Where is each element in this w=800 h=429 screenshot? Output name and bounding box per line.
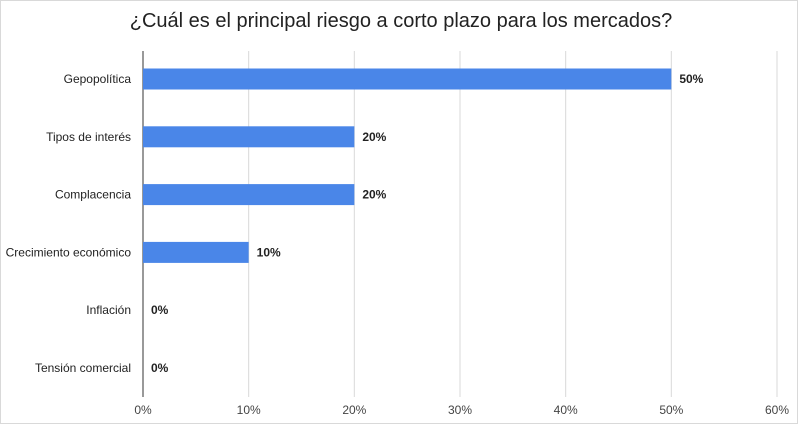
category-label: Tensión comercial [35,361,131,375]
bar [143,68,672,90]
data-label: 10% [257,245,281,259]
category-label: Gepopolítica [64,72,132,86]
data-label: 20% [362,130,386,144]
data-label: 0% [151,361,169,375]
bar [143,184,355,206]
x-tick-label: 60% [765,403,789,417]
category-label: Complacencia [55,188,131,202]
x-tick-label: 0% [134,403,152,417]
x-tick-label: 30% [448,403,472,417]
x-tick-label: 50% [659,403,683,417]
category-label: Inflación [86,303,131,317]
category-label: Crecimiento económico [6,245,132,259]
x-tick-label: 10% [237,403,261,417]
category-label: Tipos de interés [46,130,131,144]
bar [143,126,355,148]
data-label: 20% [362,188,386,202]
chart-title: ¿Cuál es el principal riesgo a corto pla… [129,10,673,32]
x-tick-label: 20% [342,403,366,417]
x-tick-label: 40% [554,403,578,417]
data-label: 50% [679,72,703,86]
data-label: 0% [151,303,169,317]
bar [143,241,249,263]
